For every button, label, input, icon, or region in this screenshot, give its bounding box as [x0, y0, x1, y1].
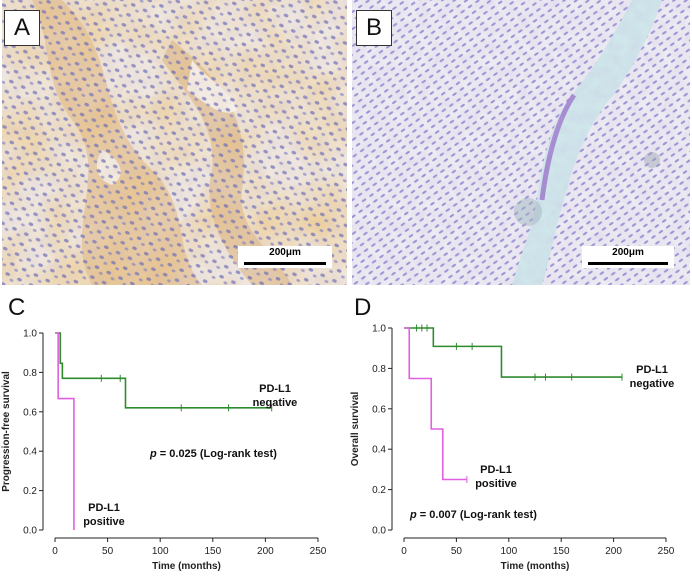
chart-c-y-tick-label: 0.6: [23, 407, 37, 418]
chart-d-x-tick-label: 50: [451, 546, 463, 557]
chart-c-x-tick-label: 200: [257, 546, 274, 557]
chart-c-y-tick-label: 0.0: [23, 526, 37, 537]
chart-d-y-tick-label: 0.0: [372, 526, 386, 537]
chart-d-y-axis-label: Overall survival: [350, 392, 361, 467]
chart-c-y-axis-label: Progression-free survival: [1, 371, 12, 492]
chart-c-x-tick-label: 100: [152, 546, 169, 557]
chart-c-x-tick-label: 150: [204, 546, 221, 557]
micrograph-a: A 200μm: [2, 0, 347, 285]
scale-bar-line-b: [588, 262, 668, 265]
chart-c-y-tick-label: 0.8: [23, 368, 37, 379]
chart-d-x-tick-label: 150: [553, 546, 570, 557]
chart-c-x-tick-label: 250: [310, 546, 327, 557]
chart-d-series-negative-line: [404, 327, 622, 378]
micrograph-b-image: [352, 0, 690, 285]
chart-c-series-negative-line: [55, 332, 272, 409]
km-chart-c: C 0.0 0.2 0.4 0.6 0.8 1.0 0 50 100 150 200 250 Time (…: [1, 294, 327, 572]
chart-d-x-tick-label: 250: [658, 546, 675, 557]
scale-bar-a: 200μm: [238, 246, 332, 268]
scale-bar-b: 200μm: [582, 246, 674, 268]
chart-c-panel-letter: C: [8, 294, 25, 321]
chart-d-x-tick-label: 200: [605, 546, 622, 557]
chart-c-series-positive-label: PD-L1 positive: [83, 502, 125, 528]
chart-d-series-positive-label: PD-L1 positive: [475, 464, 517, 490]
scale-bar-label-a: 200μm: [269, 247, 301, 258]
chart-d-y-tick-label: 1.0: [372, 324, 386, 335]
panel-letter-b: B: [365, 14, 382, 41]
chart-d-y-tick-label: 0.4: [372, 445, 386, 456]
chart-c-x-axis-label: Time (months): [152, 561, 221, 572]
micrograph-a-image: [2, 0, 347, 285]
chart-c-series-positive-line: [55, 332, 75, 530]
chart-c-x-tick-label: 50: [102, 546, 114, 557]
chart-c-series-negative-label: PD-L1 negative: [253, 383, 298, 409]
panel-label-a: A: [4, 10, 40, 46]
chart-c-y-tick-label: 0.2: [23, 486, 37, 497]
chart-c-y-tick-label: 1.0: [23, 329, 37, 340]
chart-d-y-tick-label: 0.2: [372, 485, 386, 496]
panel-letter-a: A: [13, 14, 30, 41]
chart-d-pvalue-annotation: p = 0.007 (Log-rank test): [409, 509, 537, 521]
chart-c-y-tick-label: 0.4: [23, 447, 37, 458]
chart-d-panel-letter: D: [354, 294, 371, 321]
chart-d-x-axis-label: Time (months): [501, 561, 570, 572]
chart-c-x-tick-label: 0: [52, 546, 58, 557]
micrograph-b: B 200μm: [352, 0, 690, 285]
chart-d-y-tick-label: 0.6: [372, 404, 386, 415]
scale-bar-line-a: [244, 262, 326, 265]
chart-d-series-negative-label: PD-L1 negative: [630, 364, 675, 390]
panel-label-b: B: [356, 10, 392, 46]
scale-bar-label-b: 200μm: [612, 247, 644, 258]
chart-d-x-tick-label: 0: [401, 546, 407, 557]
km-chart-d: D 0.0 0.2 0.4 0.6 0.8 1.0 0 50 100 150 200 250 Time (…: [350, 294, 675, 572]
chart-d-x-tick-label: 100: [500, 546, 517, 557]
chart-c-pvalue-annotation: p = 0.025 (Log-rank test): [149, 448, 277, 460]
chart-d-series-positive-line: [404, 327, 467, 481]
chart-d-y-tick-label: 0.8: [372, 364, 386, 375]
